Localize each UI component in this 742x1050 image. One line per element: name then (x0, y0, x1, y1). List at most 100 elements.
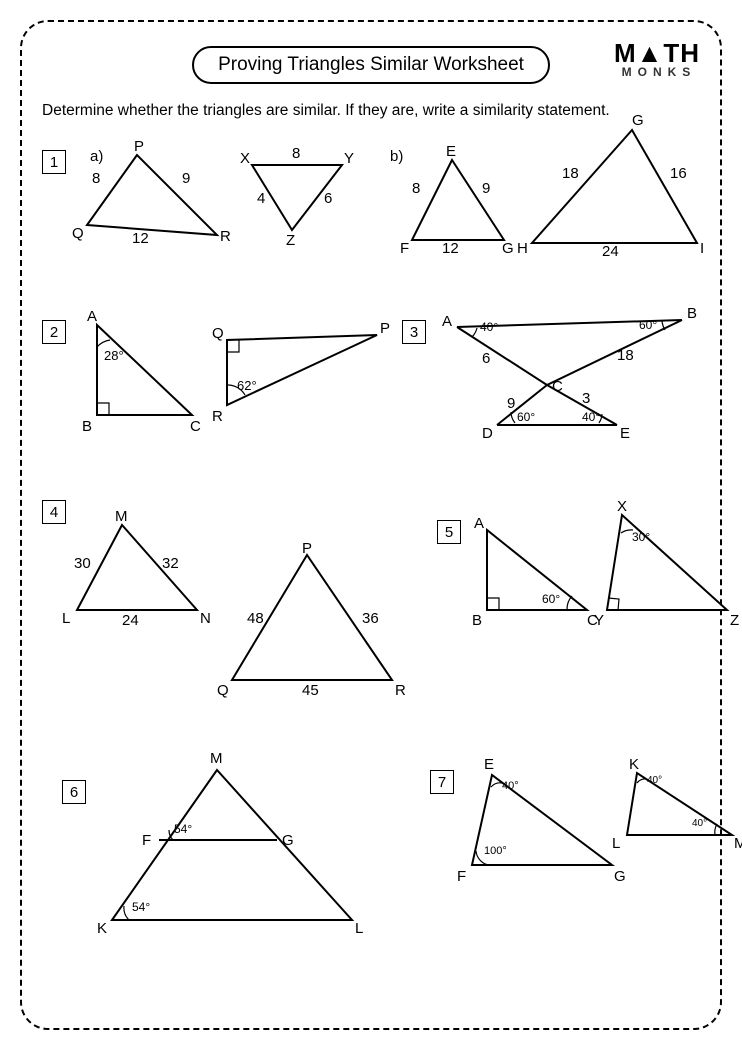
v-A2: A (87, 308, 97, 325)
v-D3: D (482, 425, 493, 442)
v-H: H (517, 240, 528, 257)
triangle-efg7 (462, 765, 622, 885)
v-A3: A (442, 313, 452, 330)
v-Q4: Q (217, 682, 229, 699)
a54-2: 54° (132, 900, 150, 914)
v-G6: G (282, 832, 294, 849)
question-num-2: 2 (42, 320, 66, 344)
v-L7: L (612, 835, 620, 852)
v-B3: B (687, 305, 697, 322)
a40-1: 40° (480, 320, 498, 334)
a60-1: 60° (639, 318, 657, 332)
question-num-3: 3 (402, 320, 426, 344)
question-num-7: 7 (430, 770, 454, 794)
triangle-efg (402, 150, 522, 250)
logo: M▲TH MONKS (614, 40, 700, 78)
s-4: 4 (257, 190, 265, 207)
a40-7c: 40° (692, 818, 707, 829)
v-F6: F (142, 832, 151, 849)
triangle-qrp (217, 325, 387, 420)
s-12c: 12 (442, 240, 459, 257)
v-Z5: Z (730, 612, 739, 629)
v-X: X (240, 150, 250, 167)
v-C2: C (190, 418, 201, 435)
question-num-1: 1 (42, 150, 66, 174)
triangle-xyz5 (597, 505, 737, 620)
v-G7: G (614, 868, 626, 885)
v-G2: G (632, 112, 644, 129)
header: Proving Triangles Similar Worksheet M▲TH… (42, 40, 700, 90)
v-M7: M (734, 835, 742, 852)
s-16: 16 (670, 165, 687, 182)
a30-5: 30° (632, 530, 650, 544)
v-Q: Q (72, 225, 84, 242)
v-F: F (400, 240, 409, 257)
v-Y: Y (344, 150, 354, 167)
v-C3: C (552, 378, 563, 395)
triangle-klm7 (617, 765, 742, 855)
v-I: I (700, 240, 704, 257)
v-Z: Z (286, 232, 295, 249)
s-18: 18 (562, 165, 579, 182)
question-num-4: 4 (42, 500, 66, 524)
triangle-ghi (522, 125, 712, 255)
s-9c: 9 (482, 180, 490, 197)
s-6: 6 (324, 190, 332, 207)
a40-7b: 40° (647, 775, 662, 786)
v-E: E (446, 143, 456, 160)
v-B2: B (82, 418, 92, 435)
s45: 45 (302, 682, 319, 699)
s-8c: 8 (412, 180, 420, 197)
a40-2: 40° (582, 410, 600, 424)
logo-main: M▲TH (614, 40, 700, 66)
v-A5: A (474, 515, 484, 532)
v-G: G (502, 240, 514, 257)
v-P2: P (380, 320, 390, 337)
crossed-triangles (437, 315, 717, 445)
s24b: 24 (122, 612, 139, 629)
triangle-pqr2 (212, 545, 412, 695)
s36: 36 (362, 610, 379, 627)
v-E7: E (484, 756, 494, 773)
v-L4: L (62, 610, 70, 627)
triangle-pqr (77, 140, 237, 250)
s18: 18 (617, 347, 634, 364)
v-E3: E (620, 425, 630, 442)
v-X5: X (617, 498, 627, 515)
s-9: 9 (182, 170, 190, 187)
v-R: R (220, 228, 231, 245)
s-8b: 8 (292, 145, 300, 162)
v-M4: M (115, 508, 128, 525)
v-N4: N (200, 610, 211, 627)
s-24: 24 (602, 243, 619, 260)
triangle-abc (82, 315, 212, 430)
a54-1: 54° (174, 822, 192, 836)
v-P4: P (302, 540, 312, 557)
ang-28: 28° (104, 348, 124, 363)
a60-5: 60° (542, 592, 560, 606)
logo-sub: MONKS (618, 66, 700, 78)
s30: 30 (74, 555, 91, 572)
v-R2: R (212, 408, 223, 425)
s6: 6 (482, 350, 490, 367)
v-L6: L (355, 920, 363, 937)
a100-7: 100° (484, 845, 507, 857)
page-title: Proving Triangles Similar Worksheet (192, 46, 550, 84)
s-12: 12 (132, 230, 149, 247)
triangle-abc5 (472, 520, 602, 620)
a60-2: 60° (517, 410, 535, 424)
a40-7a: 40° (502, 780, 519, 792)
v-M6: M (210, 750, 223, 767)
v-F7: F (457, 868, 466, 885)
v-K6: K (97, 920, 107, 937)
v-K7: K (629, 756, 639, 773)
content-area: 1 a) P Q R 8 9 12 X Y Z 8 4 6 b) E F G 8… (42, 120, 700, 1000)
question-num-6: 6 (62, 780, 86, 804)
instruction-text: Determine whether the triangles are simi… (42, 102, 700, 120)
question-num-5: 5 (437, 520, 461, 544)
s3: 3 (582, 390, 590, 407)
s48: 48 (247, 610, 264, 627)
s9: 9 (507, 395, 515, 412)
s-8: 8 (92, 170, 100, 187)
v-P: P (134, 138, 144, 155)
